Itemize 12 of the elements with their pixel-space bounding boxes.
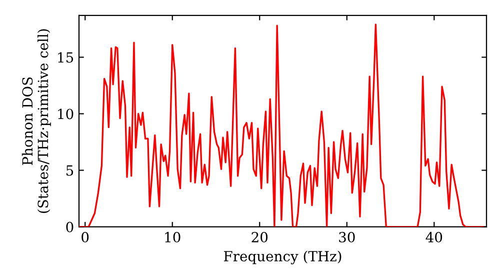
x-tick-label: 0: [82, 232, 89, 242]
x-tick-label: 20: [252, 232, 268, 242]
y-axis-title: Phonon DOS (States/THz·primitive cell): [22, 29, 51, 213]
x-tick-label: 40: [426, 232, 442, 242]
y-tick-label: 15: [58, 52, 74, 63]
y-tick-label: 10: [58, 108, 74, 120]
y-tick-label: 0: [66, 222, 74, 232]
x-tick-label: 30: [339, 232, 355, 242]
y-tick-label: 5: [66, 165, 74, 176]
line-series: [79, 24, 484, 227]
x-tick-label: 10: [165, 232, 180, 242]
x-axis-title: Frequency (THz): [224, 250, 342, 264]
